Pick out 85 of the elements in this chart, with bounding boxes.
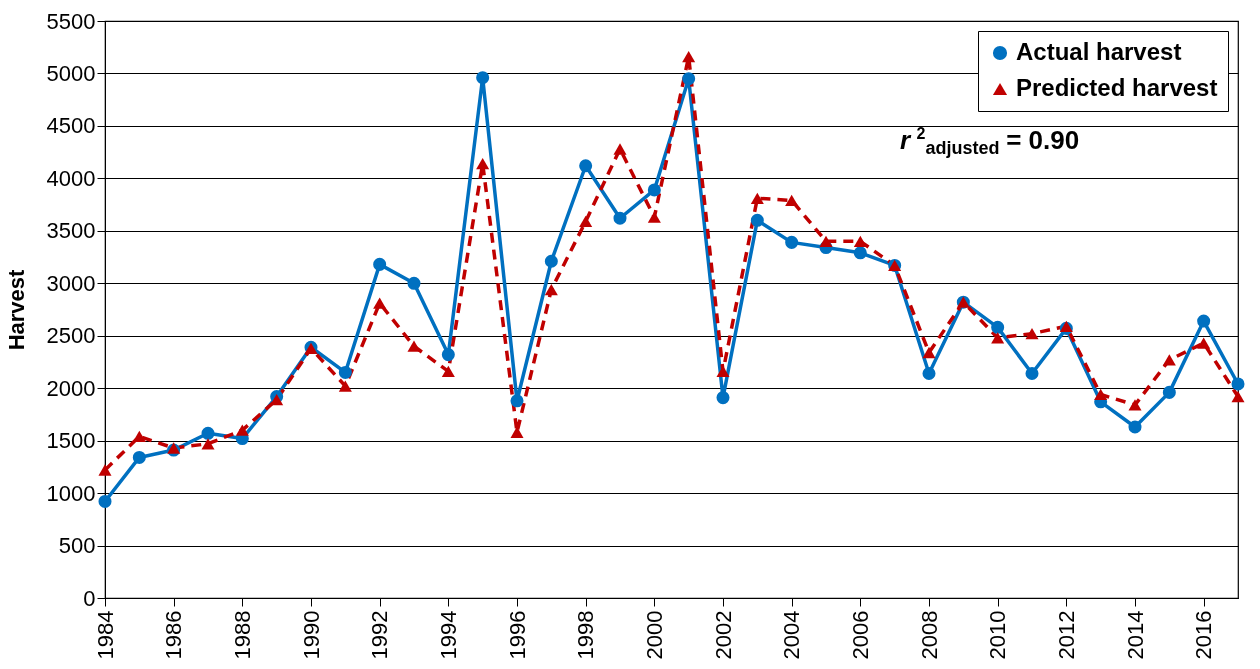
- point: [270, 394, 284, 406]
- y-tick-label: 500: [58, 533, 96, 559]
- x-tick-label: 2012: [1053, 610, 1079, 660]
- point: [1231, 390, 1245, 403]
- point: [785, 235, 799, 249]
- point: [1197, 337, 1211, 349]
- y-tick-label: 1000: [46, 480, 96, 506]
- point: [441, 365, 455, 378]
- point: [647, 211, 661, 223]
- x-tick-label: 2008: [916, 610, 942, 660]
- y-tick-label: 4500: [46, 113, 96, 139]
- point: [1128, 399, 1142, 411]
- legend-label: Actual harvest: [1016, 38, 1182, 65]
- point: [613, 211, 627, 225]
- y-tick-label: 5500: [46, 8, 96, 34]
- x-tick-label: 1996: [504, 610, 530, 660]
- point: [991, 332, 1005, 344]
- point: [544, 283, 558, 296]
- point: [338, 365, 352, 379]
- point: [579, 215, 593, 228]
- point: [1128, 420, 1142, 434]
- point: [579, 159, 593, 173]
- point: [132, 450, 146, 464]
- point: [853, 235, 867, 247]
- point: [373, 297, 387, 309]
- y-tick-label: 5000: [46, 60, 96, 86]
- x-tick-label: 1992: [367, 610, 393, 660]
- x-tick-label: 2014: [1122, 610, 1148, 660]
- point: [201, 438, 215, 450]
- y-tick-label: 3500: [46, 218, 96, 244]
- legend-label: Predicted harvest: [1016, 74, 1218, 101]
- point: [922, 366, 936, 380]
- point: [373, 257, 387, 271]
- x-tick-label: 2010: [985, 610, 1011, 660]
- point: [441, 348, 455, 362]
- point: [750, 213, 764, 227]
- y-tick-label: 0: [83, 585, 96, 611]
- point: [1197, 314, 1211, 328]
- point: [613, 143, 627, 155]
- x-tick-label: 1998: [573, 610, 599, 660]
- point: [750, 192, 764, 204]
- y-tick-label: 2000: [46, 375, 96, 401]
- point: [544, 254, 558, 268]
- point: [407, 340, 421, 352]
- point: [98, 464, 112, 476]
- x-tick-label: 2004: [779, 610, 805, 660]
- x-tick-label: 2002: [710, 610, 736, 660]
- y-tick-label: 2500: [46, 323, 96, 349]
- y-tick-label: 1500: [46, 428, 96, 454]
- point: [476, 158, 490, 170]
- point: [1162, 354, 1176, 366]
- point: [1231, 377, 1245, 391]
- x-tick-label: 1994: [435, 610, 461, 660]
- point: [716, 365, 730, 378]
- point: [338, 380, 352, 392]
- point: [201, 426, 215, 440]
- x-tick-label: 2006: [847, 610, 873, 660]
- x-tick-label: 1986: [161, 610, 187, 660]
- point: [510, 394, 524, 408]
- x-tick-label: 1990: [298, 610, 324, 660]
- y-tick-label: 4000: [46, 165, 96, 191]
- point: [682, 72, 696, 86]
- point: [1094, 388, 1108, 401]
- point: [510, 426, 524, 438]
- point: [853, 246, 867, 260]
- point: [647, 183, 661, 197]
- point: [1025, 366, 1039, 380]
- point: [132, 430, 146, 443]
- point: [407, 276, 421, 290]
- x-tick-label: 1988: [229, 610, 255, 660]
- x-tick-label: 1984: [92, 610, 118, 660]
- point: [682, 51, 696, 63]
- point: [922, 346, 936, 359]
- x-tick-label: 2016: [1191, 610, 1217, 660]
- point: [716, 391, 730, 405]
- point: [235, 424, 249, 436]
- point: [819, 235, 833, 247]
- point: [1025, 327, 1039, 340]
- point: [476, 71, 490, 85]
- point: [991, 320, 1005, 334]
- x-tick-label: 2000: [641, 610, 667, 660]
- point: [1162, 385, 1176, 399]
- y-tick-label: 3000: [46, 270, 96, 296]
- y-axis-title: Harvest: [3, 268, 29, 351]
- point: [785, 194, 799, 207]
